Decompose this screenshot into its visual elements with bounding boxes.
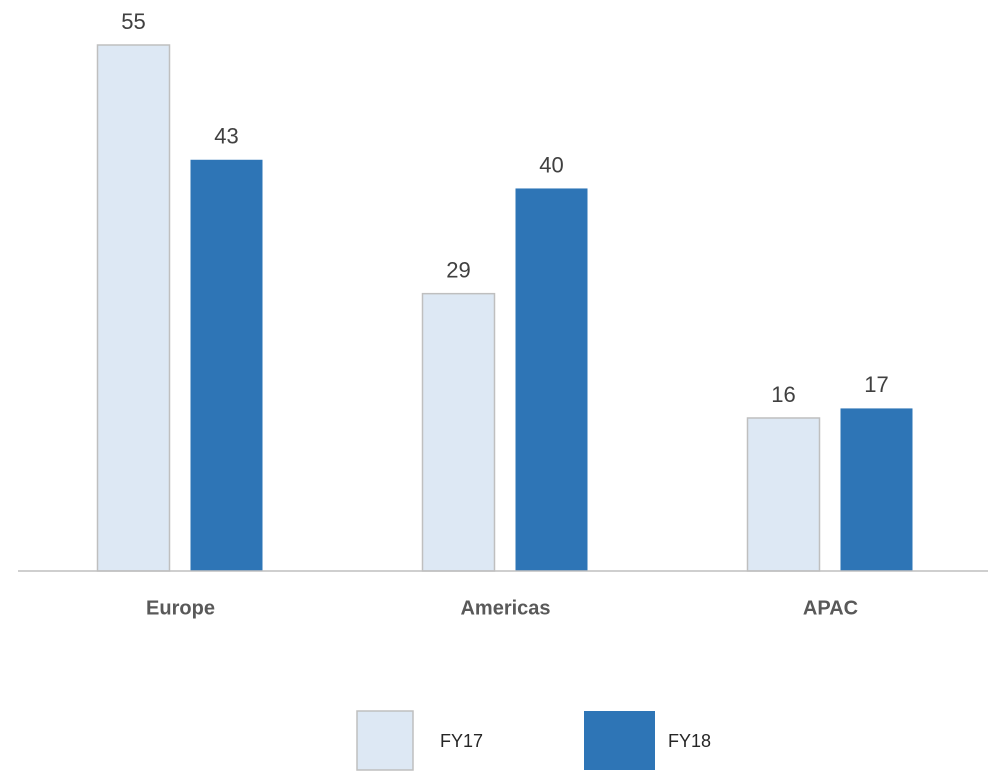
bar	[190, 159, 263, 571]
value-label: 29	[446, 257, 470, 282]
x-tick-label: Europe	[146, 597, 215, 619]
bar	[515, 188, 588, 572]
value-label: 17	[864, 372, 888, 397]
bar	[746, 417, 821, 572]
bar	[421, 292, 496, 572]
legend-swatch	[584, 711, 655, 770]
value-label: 40	[539, 152, 563, 177]
value-label: 43	[214, 124, 238, 149]
value-label: 16	[771, 382, 795, 407]
value-label: 55	[121, 9, 145, 34]
legend-label: FY17	[440, 731, 483, 751]
bar	[96, 44, 171, 572]
x-tick-label: Americas	[460, 597, 550, 619]
legend-swatch	[356, 710, 414, 771]
x-tick-label: APAC	[803, 597, 858, 619]
legend-label: FY18	[668, 731, 711, 751]
bar	[840, 408, 913, 571]
